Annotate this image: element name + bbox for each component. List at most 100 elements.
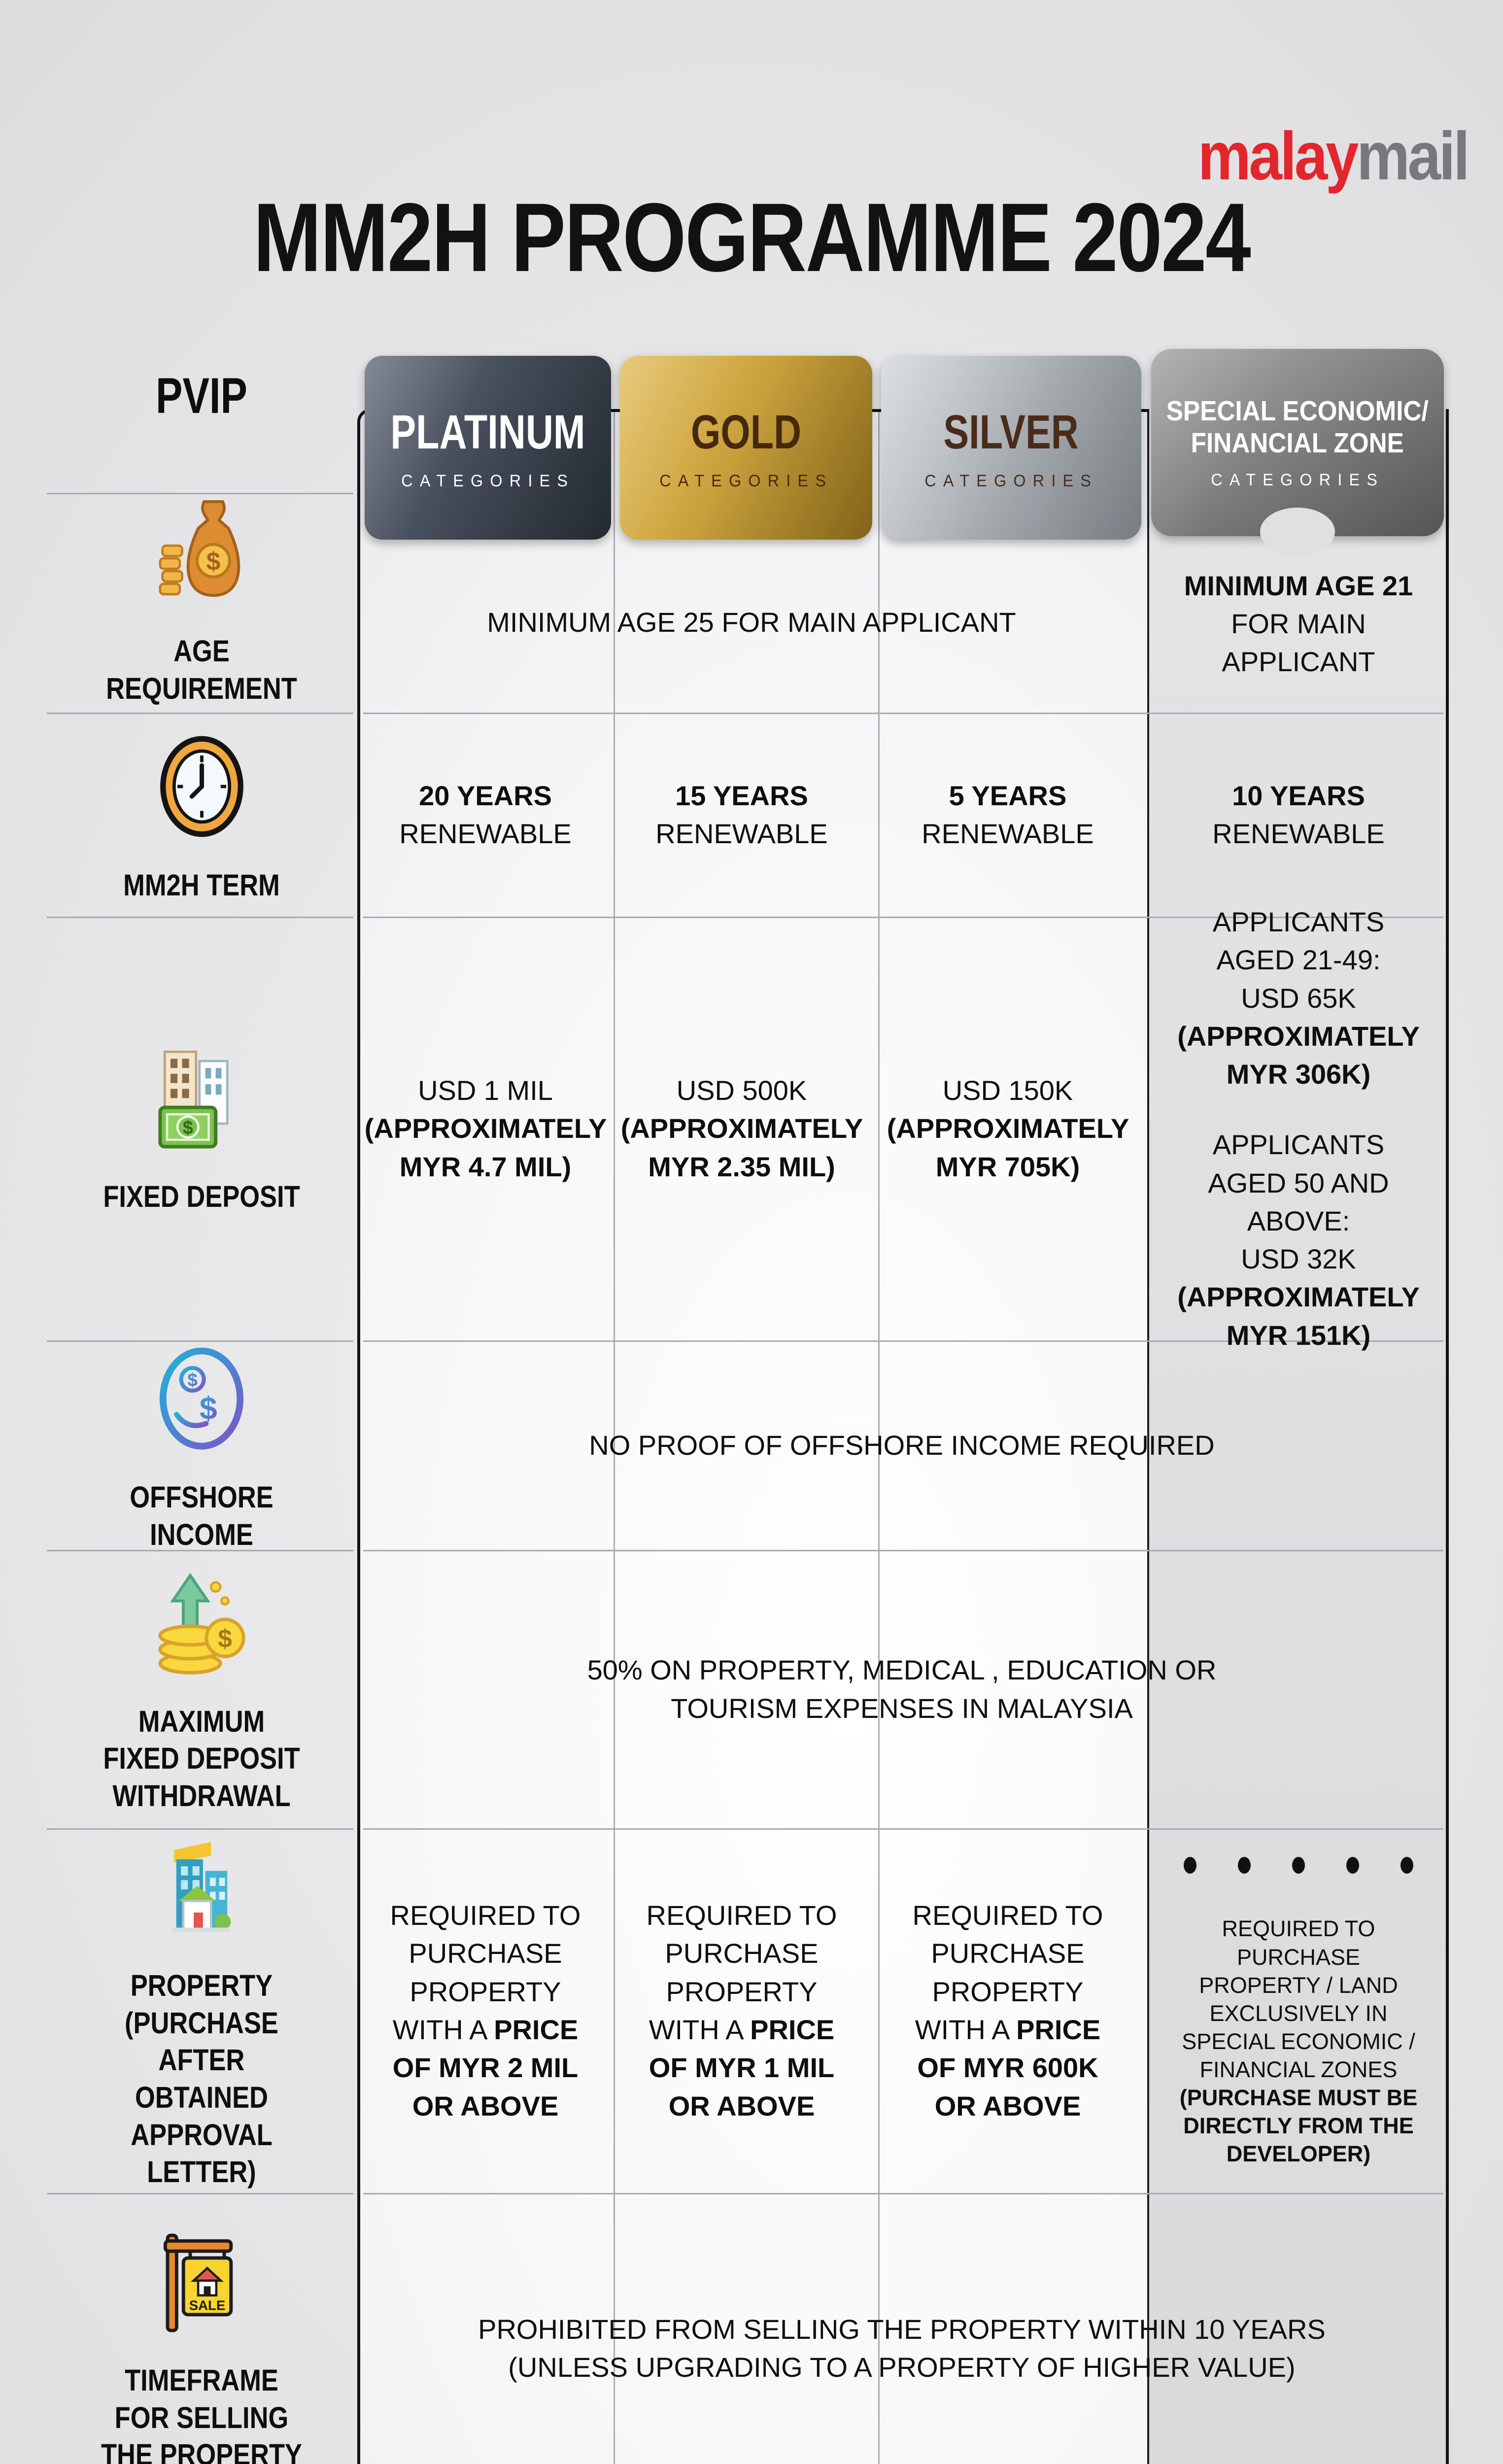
deposit-approx: (APPROXIMATELY MYR 4.7 MIL): [364, 1113, 607, 1182]
cell-text: NO PROOF OF OFFSHORE INCOME REQUIRED: [589, 1429, 1215, 1461]
property-icon: [171, 1842, 231, 1933]
sez-title-line1: SPECIAL ECONOMIC/: [1166, 395, 1429, 427]
term-note: RENEWABLE: [655, 818, 828, 849]
cell-term-platinum: 20 YEARS RENEWABLE: [367, 713, 604, 917]
cell-term-gold: 15 YEARS RENEWABLE: [626, 713, 857, 917]
cell-deposit-gold: USD 500K (APPROXIMATELY MYR 2.35 MIL): [621, 917, 863, 1340]
property-bold: PRICE OF MYR 2 MIL OR ABOVE: [392, 2014, 579, 2122]
corner-label-pvip: PVIP: [156, 368, 247, 424]
dot: [1346, 1857, 1359, 1874]
cell-text: MINIMUM AGE 25 FOR MAIN APPLICANT: [487, 607, 1016, 638]
row-divider: [47, 1550, 353, 1551]
logo-mail: mail: [1356, 118, 1470, 194]
cell-deposit-silver: USD 150K (APPROXIMATELY MYR 705K): [887, 917, 1129, 1340]
row-divider: [47, 493, 353, 494]
term-note: RENEWABLE: [922, 818, 1094, 849]
row-label: AGE REQUIREMENT: [106, 634, 297, 705]
row-header-fixed-deposit: $ FIXED DEPOSIT: [47, 917, 356, 1340]
gold-title: GOLD: [690, 405, 802, 459]
row-divider: [363, 713, 1443, 714]
svg-text:SALE: SALE: [189, 2298, 226, 2313]
cell-timeframe-all: PROHIBITED FROM SELLING THE PROPERTY WIT…: [367, 2193, 1436, 2464]
cell-age-main: MINIMUM AGE 25 FOR MAIN APPLICANT: [367, 532, 1136, 713]
cell-term-sez: 10 YEARS RENEWABLE: [1161, 713, 1436, 917]
gold-subtitle: CATEGORIES: [659, 472, 833, 490]
cell-text: 50% ON PROPERTY, MEDICAL , EDUCATION OR …: [587, 1654, 1217, 1724]
row-header-timeframe-selling: SALE TIMEFRAME FOR SELLING THE PROPERTY: [47, 2193, 356, 2464]
row-divider: [47, 713, 353, 714]
row-label: PROPERTY (PURCHASE AFTER OBTAINED APPROV…: [125, 1969, 278, 2189]
row-divider: [363, 1550, 1443, 1551]
row-divider: [363, 917, 1443, 918]
svg-text:$: $: [200, 1390, 217, 1426]
row-label: TIMEFRAME FOR SELLING THE PROPERTY: [101, 2363, 303, 2464]
row-label: FIXED DEPOSIT: [103, 1180, 300, 1214]
column-header-platinum: PLATINUM CATEGORIES: [365, 356, 611, 540]
deposit-amount: USD 150K: [942, 1075, 1073, 1106]
property-pre: REQUIRED TO PURCHASE PROPERTY WITH A: [646, 1900, 837, 2045]
row-divider: [363, 1828, 1443, 1830]
cell-term-silver: 5 YEARS RENEWABLE: [889, 713, 1126, 917]
property-pre: REQUIRED TO PURCHASE PROPERTY / LAND EXC…: [1182, 1916, 1415, 2083]
dot: [1292, 1857, 1305, 1874]
row-divider: [363, 1340, 1443, 1342]
svg-text:$: $: [206, 547, 220, 575]
cell-deposit-sez: APPLICANTS AGED 21-49: USD 65K (APPROXIM…: [1161, 906, 1436, 1351]
dot: [1184, 1857, 1196, 1874]
row-divider: [363, 2193, 1443, 2194]
cell-text: FOR MAIN APPLICANT: [1222, 608, 1375, 678]
deposit-amount: USD 32K: [1241, 1243, 1356, 1275]
column-header-silver: SILVER CATEGORIES: [881, 356, 1141, 540]
cell-withdrawal-all: 50% ON PROPERTY, MEDICAL , EDUCATION OR …: [367, 1550, 1436, 1828]
silver-subtitle: CATEGORIES: [924, 472, 1098, 490]
platinum-subtitle: CATEGORIES: [401, 472, 575, 490]
column-header-gold: GOLD CATEGORIES: [620, 356, 872, 540]
cell-age-sez: MINIMUM AGE 21 FOR MAIN APPLICANT: [1161, 535, 1436, 713]
dot: [1401, 1857, 1413, 1874]
fixed-deposit-icon: $: [158, 1051, 229, 1149]
cell-property-sez: REQUIRED TO PURCHASE PROPERTY / LAND EXC…: [1161, 1890, 1436, 2193]
row-label: MM2H TERM: [123, 868, 280, 902]
deposit-approx: (APPROXIMATELY MYR 306K): [1177, 1020, 1420, 1090]
property-pre: REQUIRED TO PURCHASE PROPERTY WITH A: [390, 1900, 581, 2045]
cell-property-gold: REQUIRED TO PURCHASE PROPERTY WITH A PRI…: [626, 1828, 857, 2193]
property-bold: PRICE OF MYR 600K OR ABOVE: [917, 2014, 1101, 2122]
deposit-amount: USD 1 MIL: [418, 1075, 553, 1106]
term-value: 10 YEARS: [1232, 780, 1365, 811]
malaymail-logo: malaymail: [1197, 117, 1470, 196]
column-divider: [614, 412, 615, 2464]
clock-icon: [160, 736, 243, 837]
row-header-property: PROPERTY (PURCHASE AFTER OBTAINED APPROV…: [47, 1828, 356, 2193]
deposit-withdrawal-icon: $: [158, 1573, 245, 1675]
term-note: RENEWABLE: [399, 818, 572, 849]
row-label: OFFSHORE INCOME: [130, 1480, 273, 1551]
term-value: 20 YEARS: [419, 780, 552, 811]
money-bag-icon: $: [159, 500, 240, 597]
deposit-approx: (APPROXIMATELY MYR 2.35 MIL): [620, 1113, 863, 1182]
row-header-max-withdrawal: $ MAXIMUM FIXED DEPOSIT WITHDRAWAL: [47, 1550, 356, 1828]
term-value: 15 YEARS: [675, 780, 808, 811]
sez-title-line2: FINANCIAL ZONE: [1191, 427, 1404, 459]
ticket-notch: [1260, 508, 1335, 556]
sale-sign-icon: SALE: [163, 2233, 233, 2332]
cell-property-silver: REQUIRED TO PURCHASE PROPERTY WITH A PRI…: [889, 1828, 1126, 2193]
term-note: RENEWABLE: [1212, 818, 1385, 849]
platinum-title: PLATINUM: [390, 405, 585, 459]
cell-deposit-platinum: USD 1 MIL (APPROXIMATELY MYR 4.7 MIL): [364, 917, 607, 1340]
svg-text:$: $: [182, 1117, 193, 1138]
logo-malay: malay: [1197, 118, 1359, 194]
row-header-age-requirement: $ AGE REQUIREMENT: [47, 490, 356, 713]
row-label: MAXIMUM FIXED DEPOSIT WITHDRAWAL: [103, 1704, 300, 1813]
row-divider: [47, 917, 353, 918]
sez-title: SPECIAL ECONOMIC/FINANCIAL ZONE: [1155, 395, 1439, 459]
row-header-offshore-income: $ $ OFFSHORE INCOME: [47, 1340, 356, 1551]
property-bold: PRICE OF MYR 1 MIL OR ABOVE: [649, 2014, 835, 2122]
deposit-amount: USD 500K: [676, 1075, 807, 1106]
property-pre: REQUIRED TO PURCHASE PROPERTY WITH A: [912, 1900, 1103, 2045]
row-divider: [47, 2193, 353, 2194]
ticket-perforation-dots: [1161, 1857, 1436, 1874]
deposit-approx: (APPROXIMATELY MYR 151K): [1177, 1281, 1420, 1351]
svg-text:$: $: [187, 1370, 197, 1390]
sez-ticket-strip: [1147, 409, 1449, 2464]
